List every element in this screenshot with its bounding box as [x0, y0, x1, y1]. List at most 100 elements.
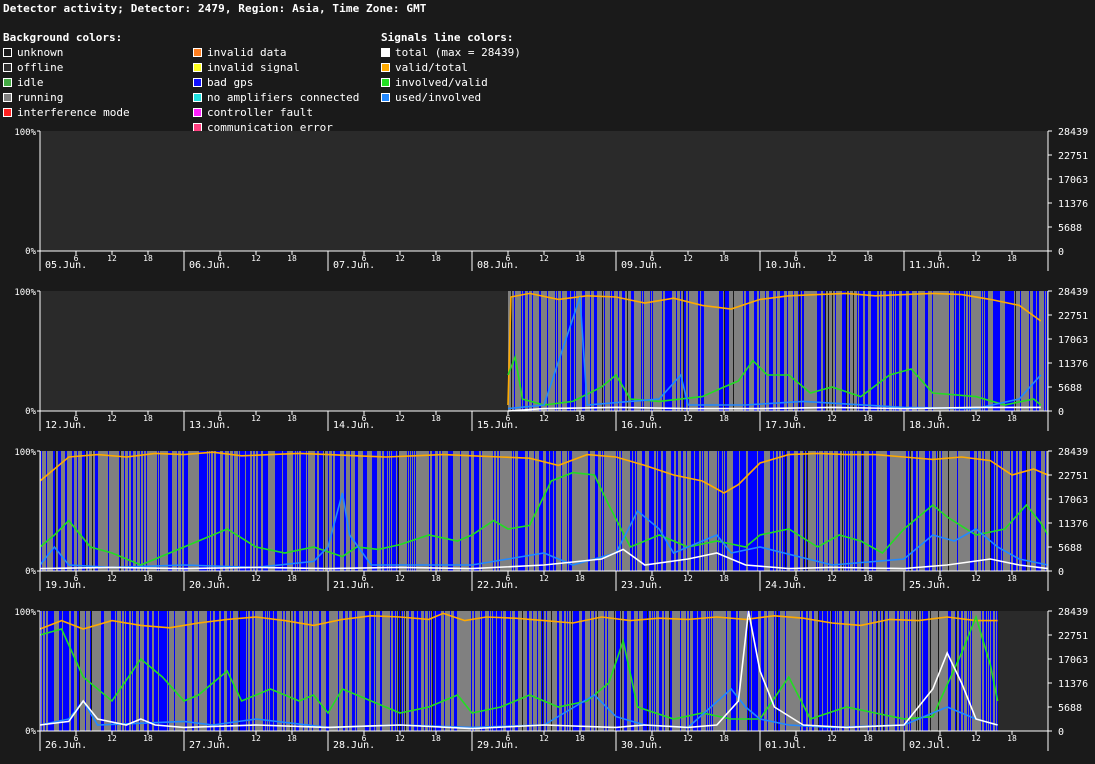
bad-gps-stripe: [708, 451, 709, 571]
bad-gps-stripe: [981, 451, 982, 571]
bad-gps-stripe: [682, 451, 683, 571]
bad-gps-stripe: [779, 611, 780, 731]
bad-gps-stripe: [888, 611, 889, 731]
bad-gps-stripe: [528, 291, 529, 411]
bad-gps-stripe: [441, 451, 442, 571]
hour-label: 18: [431, 574, 441, 583]
hour-label: 18: [287, 414, 297, 423]
bad-gps-stripe: [684, 291, 685, 411]
bad-gps-stripe: [59, 611, 62, 731]
bad-gps-stripe: [956, 291, 957, 411]
bad-gps-stripe: [661, 611, 662, 731]
day-label: 02.Jul.: [909, 740, 951, 751]
bad-gps-stripe: [897, 291, 898, 411]
bad-gps-stripe: [871, 451, 872, 571]
bad-gps-stripe: [1044, 291, 1045, 411]
hour-label: 6: [650, 414, 655, 423]
bad-gps-stripe: [476, 451, 479, 571]
bad-gps-stripe: [140, 451, 141, 571]
bad-gps-stripe: [963, 611, 964, 731]
bad-gps-stripe: [698, 611, 701, 731]
bad-gps-stripe: [844, 451, 845, 571]
bad-gps-stripe: [434, 451, 435, 571]
y-left-tick-label: 0%: [25, 407, 36, 417]
bad-gps-stripe: [481, 451, 482, 571]
bad-gps-stripe: [128, 611, 129, 731]
bad-gps-stripe: [308, 611, 309, 731]
offline-stripe: [831, 611, 832, 731]
bad-gps-stripe: [568, 291, 569, 411]
bad-gps-stripe: [738, 611, 739, 731]
bad-gps-stripe: [474, 451, 477, 571]
bad-gps-stripe: [958, 291, 959, 411]
bad-gps-stripe: [327, 611, 328, 731]
offline-stripe: [511, 291, 512, 411]
y-right-tick-label: 22751: [1058, 471, 1088, 482]
bad-gps-stripe: [452, 451, 453, 571]
bad-gps-stripe: [771, 451, 772, 571]
bad-gps-stripe: [808, 611, 809, 731]
bad-gps-stripe: [930, 451, 931, 571]
offline-stripe: [92, 451, 93, 571]
bad-gps-stripe: [869, 451, 872, 571]
bad-gps-stripe: [242, 451, 243, 571]
bad-gps-stripe: [509, 611, 510, 731]
bad-gps-stripe: [786, 451, 787, 571]
bad-gps-stripe: [652, 451, 653, 571]
bad-gps-stripe: [555, 291, 556, 411]
bad-gps-stripe: [413, 451, 414, 571]
bad-gps-stripe: [570, 451, 571, 571]
bad-gps-stripe: [344, 611, 345, 731]
bad-gps-stripe: [618, 451, 619, 571]
y-left-tick-label: 0%: [25, 727, 36, 737]
y-right-tick-label: 5688: [1058, 383, 1082, 394]
bad-gps-stripe: [348, 611, 349, 731]
bad-gps-stripe: [203, 451, 206, 571]
bad-gps-stripe: [1022, 451, 1023, 571]
offline-stripe: [683, 291, 684, 411]
bad-gps-stripe: [686, 611, 687, 731]
y-right-tick-label: 11376: [1058, 199, 1088, 210]
bad-gps-stripe: [266, 611, 267, 731]
bad-gps-stripe: [212, 611, 213, 731]
bad-gps-stripe: [664, 611, 665, 731]
bad-gps-stripe: [965, 291, 966, 411]
offline-background: [40, 131, 1048, 251]
hour-label: 6: [506, 254, 511, 263]
bad-gps-stripe: [162, 611, 165, 731]
bad-gps-stripe: [177, 451, 178, 571]
bad-gps-stripe: [651, 611, 652, 731]
bad-gps-stripe: [604, 611, 605, 731]
bad-gps-stripe: [743, 291, 744, 411]
bad-gps-stripe: [338, 611, 339, 731]
bad-gps-stripe: [146, 451, 147, 571]
bad-gps-stripe: [706, 611, 707, 731]
bad-gps-stripe: [888, 451, 889, 571]
bad-gps-stripe: [838, 611, 839, 731]
signal-legend-label: involved/valid: [395, 76, 488, 89]
bad-gps-stripe: [491, 611, 492, 731]
background-legend-label: invalid signal: [207, 61, 300, 74]
bad-gps-stripe: [315, 451, 316, 571]
bad-gps-stripe: [169, 451, 170, 571]
bad-gps-stripe: [411, 451, 412, 571]
bad-gps-stripe: [753, 611, 756, 731]
bad-gps-stripe: [770, 291, 771, 411]
hour-label: 18: [863, 254, 873, 263]
bad-gps-stripe: [469, 451, 470, 571]
bad-gps-stripe: [101, 611, 102, 731]
offline-stripe: [938, 451, 939, 571]
day-label: 08.Jun.: [477, 260, 519, 271]
bad-gps-stripe: [569, 291, 570, 411]
hour-label: 18: [863, 414, 873, 423]
bad-gps-stripe: [258, 451, 261, 571]
bad-gps-stripe: [566, 611, 567, 731]
bad-gps-stripe: [366, 451, 367, 571]
bad-gps-stripe: [918, 451, 919, 571]
day-label: 17.Jun.: [765, 420, 807, 431]
bad-gps-stripe: [957, 451, 958, 571]
bad-gps-stripe: [754, 291, 755, 411]
bad-gps-stripe: [917, 291, 918, 411]
bad-gps-stripe: [243, 611, 246, 731]
